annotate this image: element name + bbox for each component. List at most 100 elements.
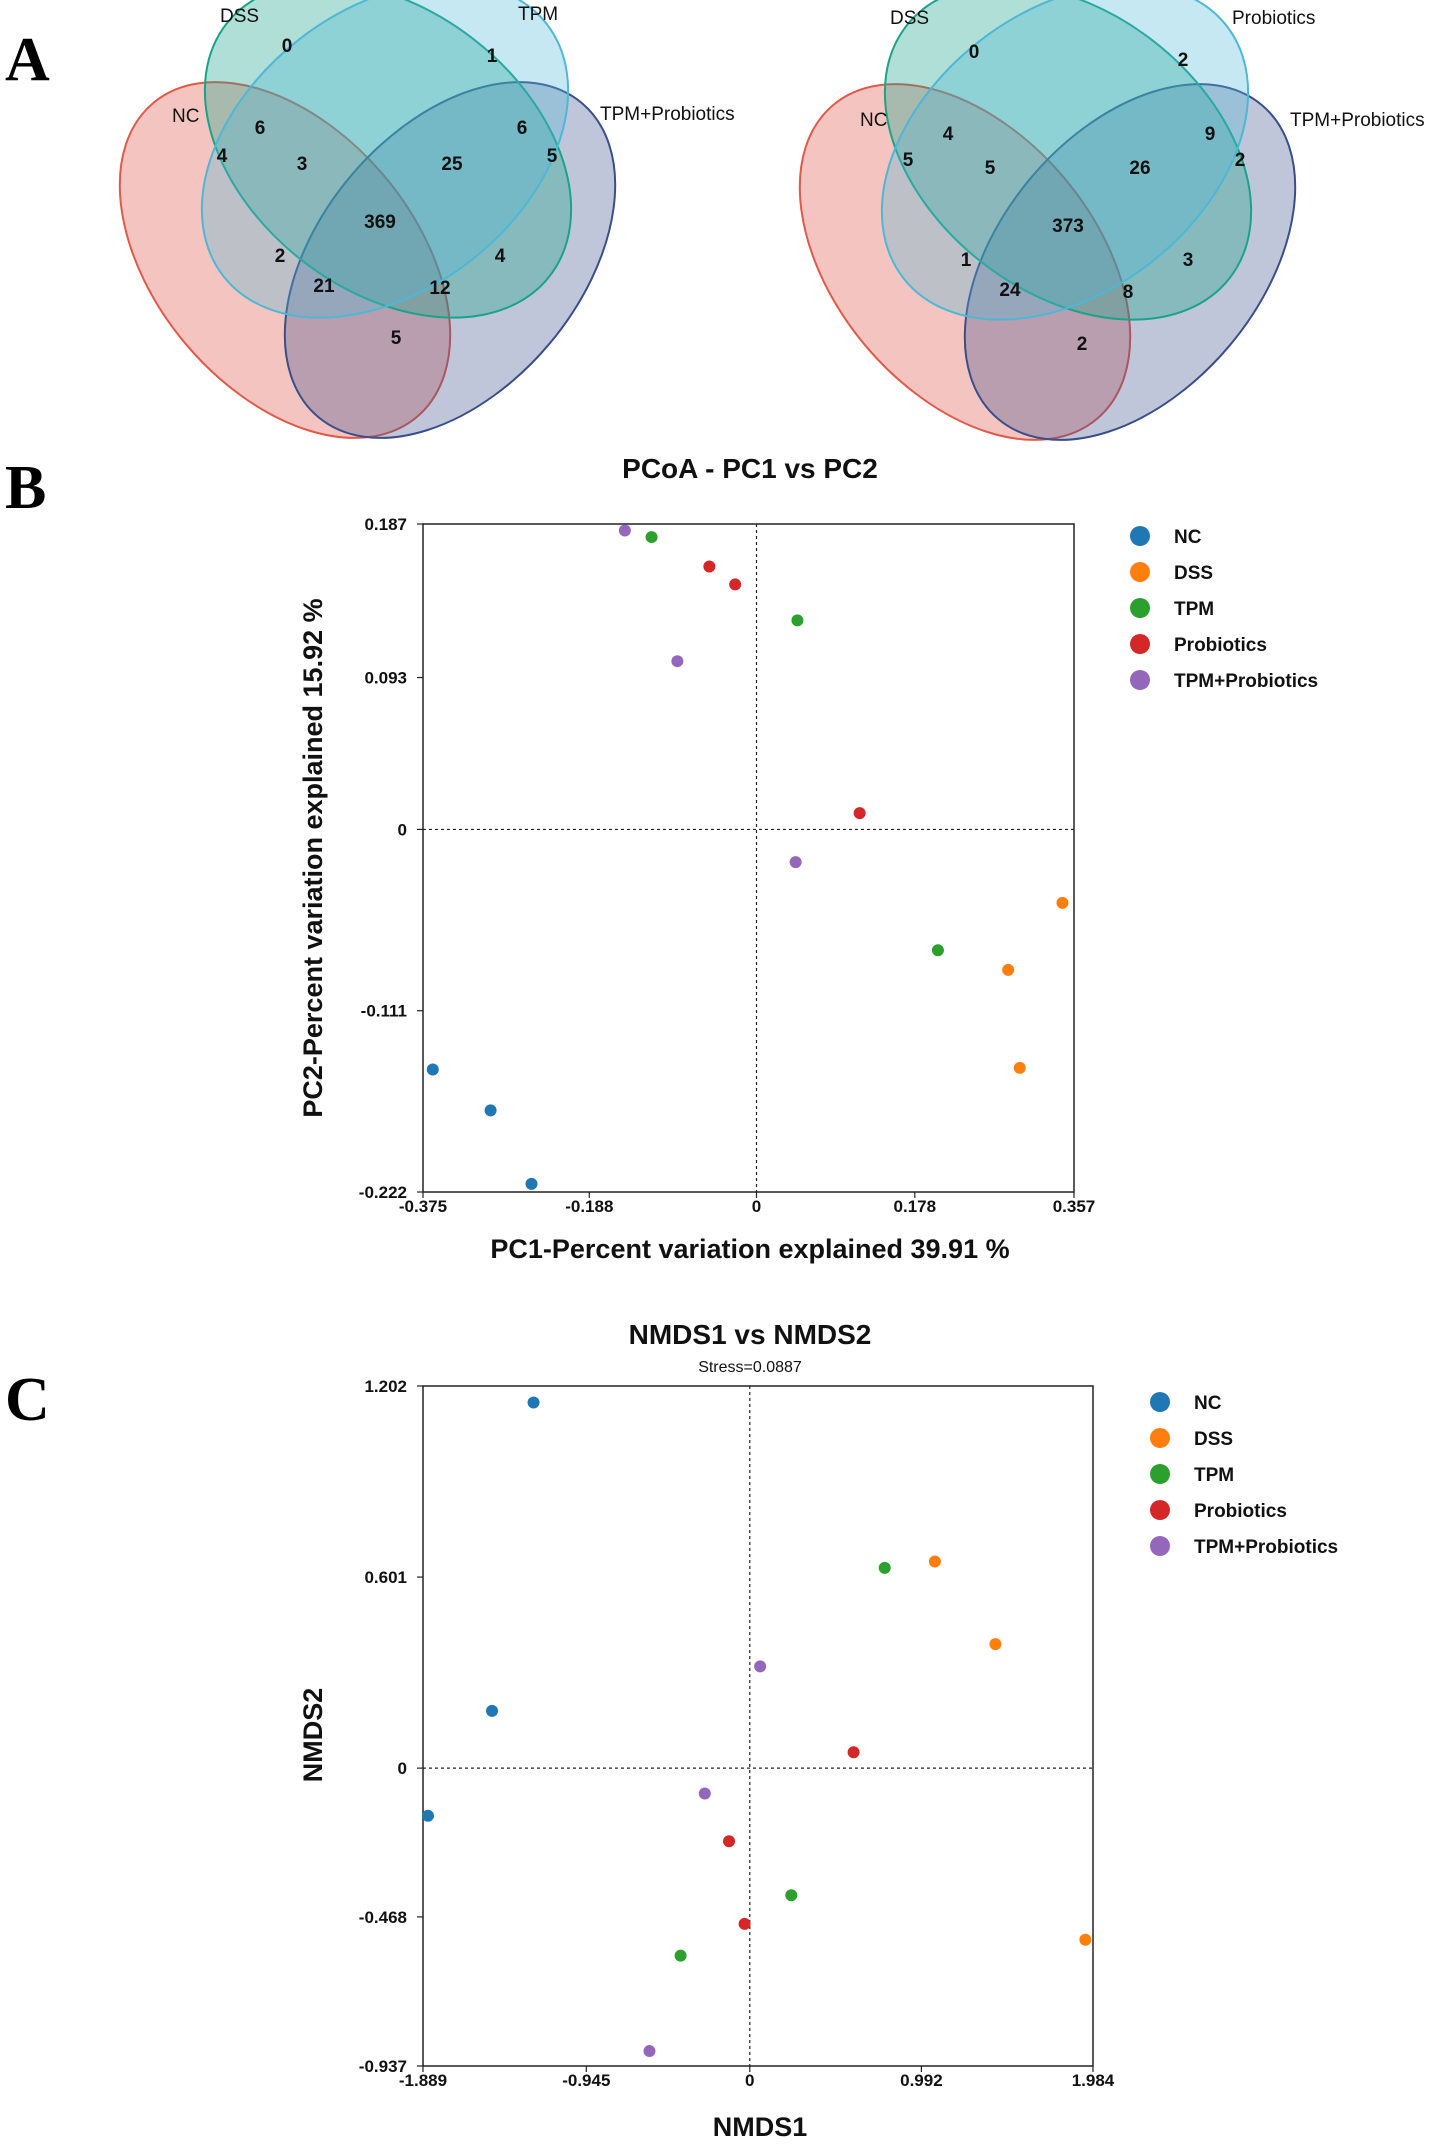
pcoa-y-ticks: 0.187 0.093 0 -0.111 -0.222	[359, 515, 423, 1202]
nmds-title: NMDS1 vs NMDS2	[629, 1319, 872, 1350]
nmds-point-probiotics	[847, 1746, 860, 1759]
nmds-legend-label: TPM+Probiotics	[1194, 1537, 1338, 1558]
pcoa-x-ticks: -0.375 -0.188 0 0.178 0.357	[399, 1192, 1095, 1216]
nmds-point-probiotics	[738, 1917, 751, 1930]
pcoa-point-tpm	[645, 531, 658, 544]
venn1-label-dss: DSS	[220, 6, 259, 27]
pcoa-point-dss	[1056, 896, 1069, 909]
venn1-count: 25	[441, 154, 463, 175]
venn1-set-third	[203, 0, 573, 319]
venn2-label-third: Probiotics	[1232, 8, 1315, 29]
nmds-y-tick-label: 0	[398, 1759, 407, 1778]
venn2-count: 24	[999, 280, 1021, 301]
pcoa-x-tick-label: 0	[752, 1197, 761, 1216]
pcoa-point-nc	[484, 1104, 497, 1117]
venn2-set-nc	[798, 83, 1132, 441]
venn1-label-fourth: TPM+Probiotics	[600, 104, 735, 125]
nmds-y-tick-label: -0.937	[359, 2057, 407, 2076]
pcoa-y-tick-label: 0.187	[364, 515, 407, 534]
nmds-point-probiotics	[723, 1835, 736, 1848]
panel-letter-b: B	[5, 454, 46, 522]
pcoa-point-nc	[525, 1177, 538, 1190]
venn1-set-fourth	[283, 81, 617, 439]
nmds-legend-swatch	[1150, 1392, 1170, 1412]
venn1-set-dss	[200, 0, 570, 319]
nmds-y-ticks: 1.202 0.601 0 -0.468 -0.937	[359, 1377, 423, 2076]
venn1-count: 12	[429, 278, 450, 299]
venn2-count: 0	[969, 42, 980, 63]
nmds-points	[422, 1396, 1092, 2058]
nmds-point-dss	[1079, 1933, 1092, 1946]
pcoa-y-tick-label: 0	[398, 820, 407, 839]
pcoa-point-tpm	[791, 614, 804, 627]
pcoa-legend-label: NC	[1174, 527, 1202, 548]
venn1-count: 6	[517, 118, 528, 139]
venn2-count: 9	[1205, 124, 1216, 145]
pcoa-y-tick-label: 0.093	[364, 669, 407, 688]
pcoa-points	[426, 524, 1069, 1190]
nmds-legend-label: DSS	[1194, 1429, 1233, 1450]
nmds-point-nc	[422, 1809, 435, 1822]
venn1-count: 5	[391, 328, 402, 349]
pcoa-legend-label: TPM+Probiotics	[1174, 671, 1318, 692]
pcoa-y-axis-label: PC2-Percent variation explained 15.92 %	[298, 598, 328, 1117]
nmds-stress-subtitle: Stress=0.0887	[698, 1359, 802, 1376]
nmds-x-tick-label: 0	[745, 2071, 754, 2090]
panel-letter-a: A	[5, 26, 50, 94]
pcoa-legend: NC DSS TPM Probiotics TPM+Probiotics	[1130, 526, 1318, 692]
venn1-count: 2	[275, 246, 286, 267]
venn1-count: 4	[217, 146, 228, 167]
venn2-count: 5	[903, 150, 914, 171]
pcoa-plot-frame	[422, 523, 1075, 1193]
pcoa-legend-label: TPM	[1174, 599, 1214, 620]
nmds-point-tpm-probiotics	[754, 1660, 767, 1673]
nmds-legend-swatch	[1150, 1428, 1170, 1448]
nmds-x-tick-label: -1.889	[399, 2071, 447, 2090]
pcoa-point-tpm-probiotics	[789, 856, 802, 869]
pcoa-title: PCoA - PC1 vs PC2	[622, 453, 878, 484]
venn2-count: 3	[1183, 250, 1194, 271]
nmds-point-dss	[928, 1555, 941, 1568]
nmds-legend: NC DSS TPM Probiotics TPM+Probiotics	[1150, 1392, 1338, 1558]
venn2-label-dss: DSS	[890, 8, 929, 29]
nmds-y-axis-label: NMDS2	[298, 1688, 328, 1783]
nmds-point-tpm	[878, 1561, 891, 1574]
pcoa-legend-swatch	[1130, 634, 1150, 654]
venn1-count: 0	[282, 36, 293, 57]
venn2-count: 2	[1077, 334, 1088, 355]
venn2-label-nc: NC	[860, 110, 887, 131]
venn1-count: 369	[364, 212, 396, 233]
pcoa-x-tick-label: 0.357	[1053, 1197, 1096, 1216]
nmds-point-tpm	[785, 1889, 798, 1902]
nmds-x-ticks: -1.889 -0.945 0 0.992 1.984	[399, 2066, 1115, 2090]
venn1-set-nc	[118, 81, 452, 439]
nmds-chart: NMDS1 vs NMDS2 Stress=0.0887 -1.889 -0.94…	[298, 1319, 1338, 2142]
panel-letter-c: C	[5, 1366, 50, 1434]
pcoa-legend-swatch	[1130, 562, 1150, 582]
venn1-label-nc: NC	[172, 106, 199, 127]
pcoa-y-tick-label: -0.111	[361, 1002, 407, 1021]
pcoa-legend-swatch	[1130, 598, 1150, 618]
nmds-point-dss	[989, 1638, 1002, 1651]
venn2-count: 2	[1178, 50, 1189, 71]
nmds-x-tick-label: -0.945	[562, 2071, 610, 2090]
nmds-plot-frame	[422, 1385, 1094, 2067]
pcoa-y-tick-label: -0.222	[359, 1183, 407, 1202]
pcoa-x-axis-label: PC1-Percent variation explained 39.91 %	[490, 1234, 1009, 1264]
nmds-x-tick-label: 0.992	[900, 2071, 943, 2090]
pcoa-legend-swatch	[1130, 670, 1150, 690]
venn1-label-third: TPM	[518, 4, 558, 25]
nmds-legend-swatch	[1150, 1536, 1170, 1556]
venn2-count: 26	[1129, 158, 1150, 179]
pcoa-x-tick-label: 0.178	[894, 1197, 937, 1216]
venn2-set-fourth	[963, 83, 1297, 441]
pcoa-point-probiotics	[703, 560, 716, 573]
nmds-point-tpm-probiotics	[698, 1787, 711, 1800]
nmds-y-tick-label: 0.601	[364, 1568, 407, 1587]
venn2-label-fourth: TPM+Probiotics	[1290, 110, 1425, 131]
pcoa-point-probiotics	[853, 807, 866, 820]
pcoa-point-dss	[1002, 963, 1015, 976]
venn-diagram-1: DSS TPM NC TPM+Probiotics 0 1 6 4 5 3 25…	[118, 0, 735, 439]
nmds-point-nc	[527, 1396, 540, 1409]
